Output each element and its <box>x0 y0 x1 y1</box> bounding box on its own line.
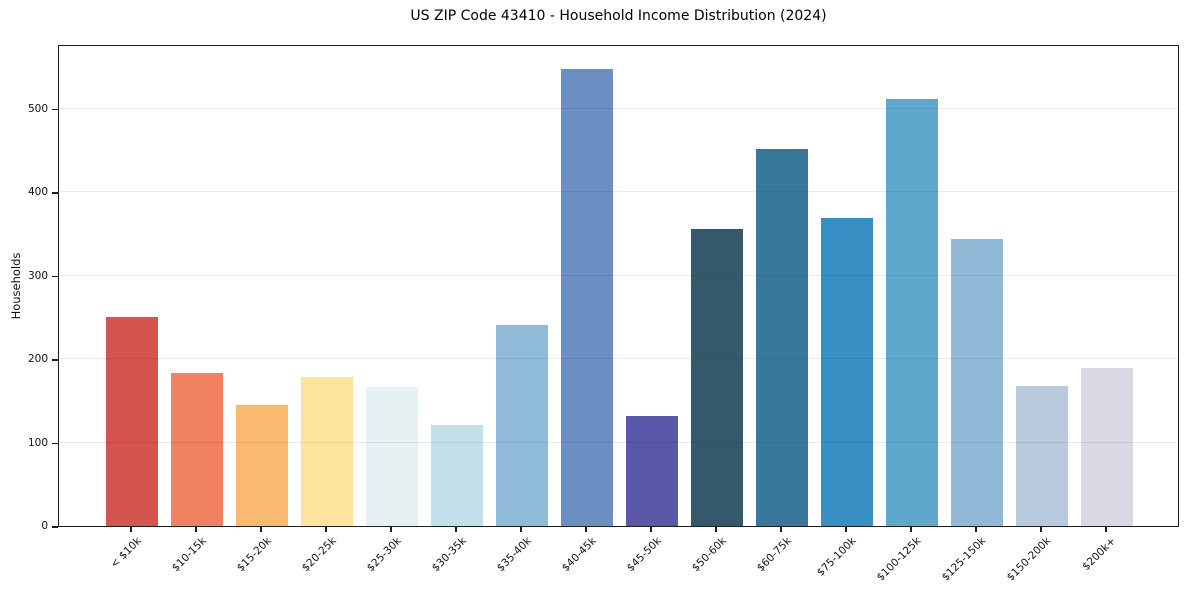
bar-$25-30k <box>366 387 418 526</box>
bar-$15-20k <box>236 405 288 526</box>
bar-$40-45k <box>561 68 613 526</box>
plot-area <box>58 45 1179 527</box>
y-tick-400 <box>52 192 58 194</box>
bar-$20-25k <box>301 377 353 526</box>
bar-$125-150k <box>951 239 1003 526</box>
x-tick-label: $20-25k <box>299 535 339 575</box>
x-tick-label: $75-100k <box>814 535 859 579</box>
y-tick-200 <box>52 359 58 361</box>
x-tick-$200k+ <box>1105 527 1107 532</box>
x-tick-label: $200k+ <box>1080 535 1119 573</box>
gridline-300 <box>59 274 1178 276</box>
x-tick-$150-200k <box>1040 527 1042 532</box>
y-tick-label: 100 <box>27 436 48 449</box>
bar-< $10k <box>106 317 158 526</box>
x-tick-$40-45k <box>585 527 587 532</box>
x-tick-$20-25k <box>325 527 327 532</box>
x-tick-label: < $10k <box>107 535 144 571</box>
bar-$45-50k <box>626 416 678 526</box>
bar-$60-75k <box>756 148 808 526</box>
x-tick-label: $100-125k <box>874 535 924 584</box>
x-tick-$25-30k <box>390 527 392 532</box>
y-tick-label: 0 <box>41 520 48 532</box>
x-tick-label: $35-40k <box>494 535 534 575</box>
bar-$35-40k <box>496 324 548 526</box>
y-tick-0 <box>52 526 58 528</box>
x-tick-label: $40-45k <box>559 535 599 575</box>
gridline-100 <box>59 441 1178 443</box>
x-tick-label: $45-50k <box>624 535 664 575</box>
x-tick-< $10k <box>130 527 132 532</box>
bar-$150-200k <box>1016 386 1068 526</box>
y-tick-label: 400 <box>27 186 48 199</box>
x-tick-$45-50k <box>650 527 652 532</box>
x-tick-label: $125-150k <box>939 535 989 584</box>
gridline-200 <box>59 358 1178 360</box>
x-tick-label: $150-200k <box>1004 535 1054 584</box>
chart-title: US ZIP Code 43410 - Household Income Dis… <box>410 8 827 24</box>
x-tick-label: $15-20k <box>234 535 274 575</box>
x-tick-$50-60k <box>715 527 717 532</box>
x-tick-$75-100k <box>845 527 847 532</box>
bar-$10-15k <box>171 373 223 526</box>
x-tick-label: $30-35k <box>429 535 469 575</box>
x-tick-$125-150k <box>975 527 977 532</box>
y-axis-title: Households <box>9 252 23 320</box>
y-tick-100 <box>52 442 58 445</box>
x-tick-label: $10-15k <box>169 535 209 575</box>
x-tick-label: $60-75k <box>754 535 794 575</box>
y-tick-300 <box>52 275 58 278</box>
x-tick-$60-75k <box>780 527 782 532</box>
x-tick-$10-15k <box>195 527 197 532</box>
bar-$30-35k <box>431 425 483 526</box>
gridline-400 <box>59 191 1178 193</box>
bar-$200k+ <box>1081 368 1133 526</box>
x-tick-$35-40k <box>520 527 522 532</box>
bar-$100-125k <box>886 98 938 526</box>
bar-$75-100k <box>821 218 873 526</box>
x-tick-$100-125k <box>910 527 912 532</box>
x-tick-$15-20k <box>260 527 262 532</box>
y-tick-label: 200 <box>27 353 48 366</box>
gridline-500 <box>59 107 1178 109</box>
x-tick-label: $50-60k <box>689 535 729 575</box>
y-tick-label: 300 <box>27 269 48 282</box>
x-tick-label: $25-30k <box>364 535 404 575</box>
x-tick-$30-35k <box>455 527 457 532</box>
y-tick-label: 500 <box>27 102 48 115</box>
bar-$50-60k <box>691 229 743 526</box>
y-tick-500 <box>52 108 58 111</box>
